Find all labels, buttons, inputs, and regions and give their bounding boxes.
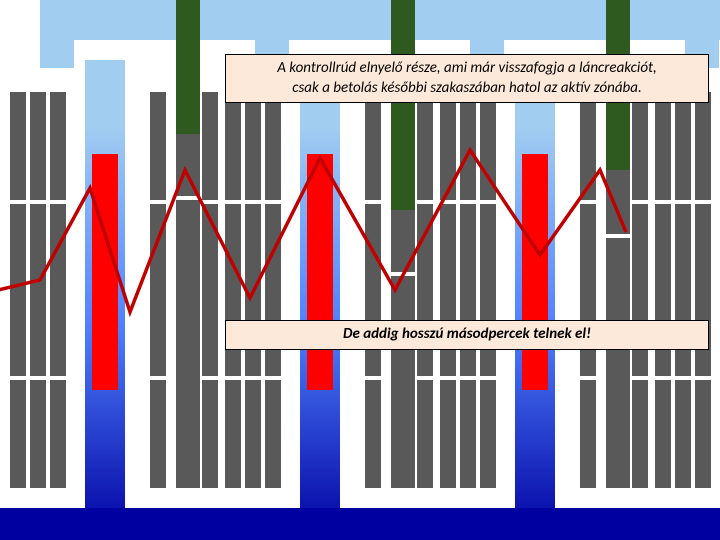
- fuel-column: [150, 204, 166, 376]
- fuel-column-mid: [480, 204, 496, 376]
- fuel-column: [202, 204, 218, 376]
- fuel-column-bottom: [460, 380, 476, 488]
- coolant-header-bottom: [0, 508, 720, 540]
- fuel-column: [150, 92, 166, 200]
- fuel-column-top: [245, 92, 261, 200]
- fuel-column: [365, 380, 381, 488]
- fuel-column: [580, 380, 596, 488]
- fuel-column-bottom: [245, 380, 261, 488]
- fuel-column-bottom: [675, 380, 691, 488]
- fuel-column-top: [10, 92, 26, 200]
- fuel-column-mid: [30, 204, 46, 376]
- fuel-column: [202, 380, 218, 488]
- caption-bottom: De addig hosszú másodpercek telnek el!: [225, 320, 709, 350]
- coolant-stub-top: [40, 0, 74, 68]
- fuel-column-mid: [245, 204, 261, 376]
- fuel-column: [365, 204, 381, 376]
- rod-gap-marker: [604, 234, 632, 238]
- fuel-column-top: [675, 92, 691, 200]
- fuel-column-top: [50, 92, 66, 200]
- control-rod-follower: [176, 134, 200, 488]
- fuel-column: [150, 380, 166, 488]
- fuel-column-bottom: [440, 380, 456, 488]
- displacer-rod: [92, 154, 118, 390]
- fuel-column-bottom: [695, 380, 711, 488]
- fuel-column: [580, 92, 596, 200]
- fuel-column-mid: [225, 204, 241, 376]
- control-rod-absorber: [391, 0, 415, 210]
- fuel-column: [417, 380, 433, 488]
- fuel-column-mid: [50, 204, 66, 376]
- fuel-column-mid: [460, 204, 476, 376]
- rod-gap-marker: [174, 196, 202, 200]
- control-rod-absorber: [176, 0, 200, 134]
- fuel-column-top: [265, 92, 281, 200]
- fuel-column-top: [460, 92, 476, 200]
- fuel-column-bottom: [265, 380, 281, 488]
- fuel-column-top: [440, 92, 456, 200]
- displacer-rod: [522, 154, 548, 390]
- caption-top-line1: A kontrollrúd elnyelő része, ami már vis…: [234, 59, 700, 79]
- fuel-column-top: [655, 92, 671, 200]
- fuel-column-top: [480, 92, 496, 200]
- fuel-column-top: [30, 92, 46, 200]
- fuel-column-top: [225, 92, 241, 200]
- fuel-column: [632, 92, 648, 200]
- fuel-column-bottom: [480, 380, 496, 488]
- fuel-column-mid: [695, 204, 711, 376]
- fuel-column-top: [695, 92, 711, 200]
- fuel-column-bottom: [225, 380, 241, 488]
- fuel-column-bottom: [10, 380, 26, 488]
- fuel-column: [417, 92, 433, 200]
- fuel-column: [632, 204, 648, 376]
- fuel-column-bottom: [50, 380, 66, 488]
- displacer-rod: [307, 154, 333, 390]
- fuel-column: [417, 204, 433, 376]
- fuel-column-bottom: [655, 380, 671, 488]
- caption-top-line2: csak a betolás későbbi szakaszában hatol…: [234, 79, 700, 99]
- fuel-column: [365, 92, 381, 200]
- fuel-column-mid: [265, 204, 281, 376]
- caption-top: A kontrollrúd elnyelő része, ami már vis…: [225, 54, 709, 103]
- fuel-column: [632, 380, 648, 488]
- fuel-column-bottom: [30, 380, 46, 488]
- fuel-column-mid: [440, 204, 456, 376]
- fuel-column-mid: [675, 204, 691, 376]
- fuel-column: [580, 204, 596, 376]
- fuel-column-mid: [10, 204, 26, 376]
- fuel-column-mid: [655, 204, 671, 376]
- rod-gap-marker: [389, 272, 417, 276]
- fuel-column: [202, 92, 218, 200]
